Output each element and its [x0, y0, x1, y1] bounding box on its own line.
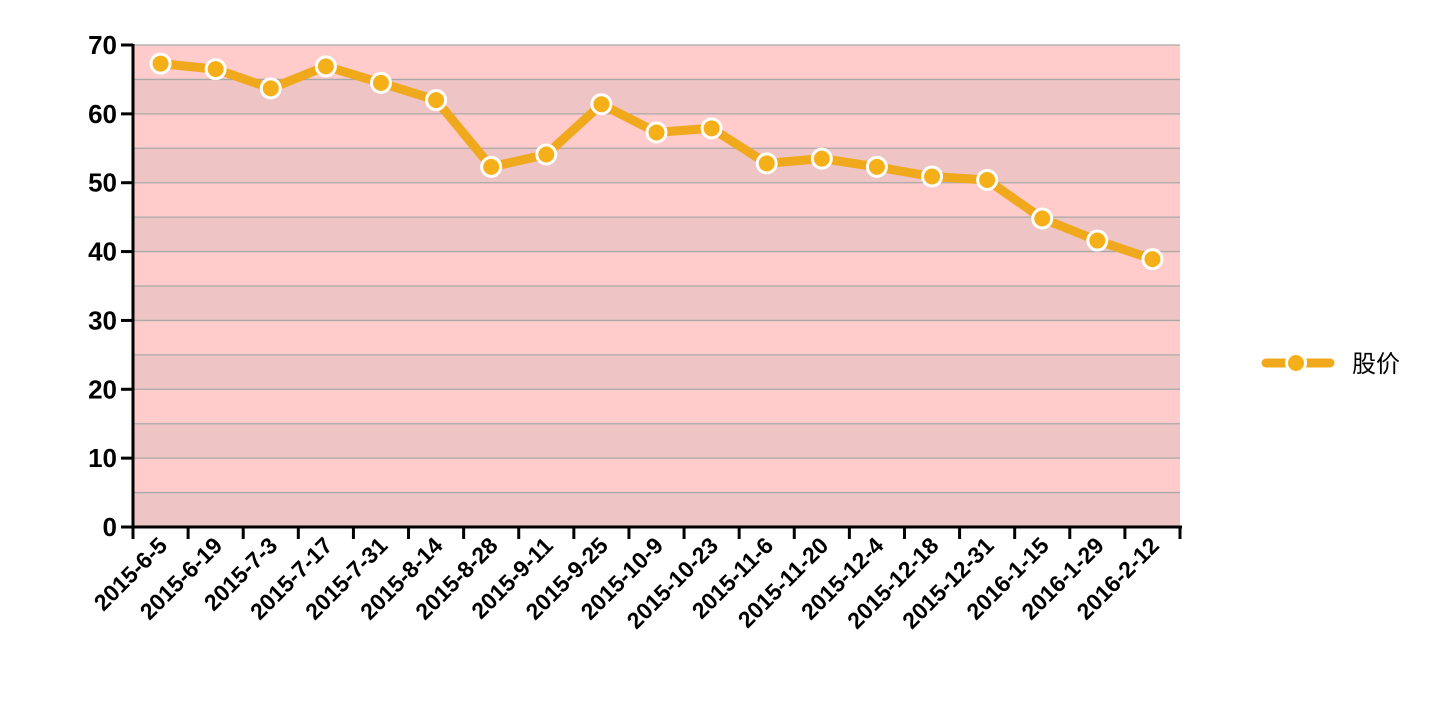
data-point [369, 71, 392, 94]
legend-swatch-marker [1285, 352, 1307, 374]
data-point [1086, 229, 1109, 252]
plot-band [133, 354, 1180, 390]
data-point [976, 168, 999, 191]
data-point [590, 93, 613, 116]
y-tick-label: 0 [103, 512, 117, 542]
plot-band [133, 251, 1180, 286]
data-point [1031, 207, 1054, 230]
data-point [480, 155, 503, 178]
plot-band [133, 45, 1180, 80]
legend-label: 股价 [1352, 350, 1400, 378]
axes [131, 44, 1182, 529]
y-tick-label: 10 [88, 443, 117, 473]
data-point [425, 89, 448, 112]
plot-band [133, 217, 1180, 252]
legend[interactable]: 股价 [1261, 350, 1400, 378]
plot-band [133, 423, 1180, 459]
data-point [810, 147, 833, 170]
data-point [921, 165, 944, 188]
data-point [645, 121, 668, 144]
plot-band [133, 389, 1180, 424]
plot-band [133, 458, 1180, 493]
plot-band [133, 79, 1180, 114]
y-tick-label: 50 [88, 168, 117, 198]
y-tick-label: 40 [88, 237, 117, 267]
plot-background [133, 45, 1180, 527]
y-tick-label: 30 [88, 305, 117, 335]
y-tick-label: 60 [88, 99, 117, 129]
y-tick-label: 70 [88, 30, 117, 60]
data-point [1141, 248, 1164, 271]
plot-band [133, 148, 1180, 183]
plot-band [133, 320, 1180, 355]
data-point [149, 52, 172, 75]
y-axis-ticks: 0 10 20 30 40 50 60 70 [88, 30, 133, 542]
gridlines [133, 44, 1180, 494]
plot-band [133, 492, 1180, 527]
plot-band [133, 286, 1180, 321]
x-axis-ticks: 2015-6-52015-6-192015-7-32015-7-172015-7… [89, 527, 1182, 634]
series-layer [149, 52, 1164, 271]
y-tick-label: 20 [88, 374, 117, 404]
data-point [314, 55, 337, 78]
data-point [700, 117, 723, 140]
data-point [535, 143, 558, 166]
data-point [259, 77, 282, 100]
data-point [755, 152, 778, 175]
data-point [204, 58, 227, 81]
data-point [865, 155, 888, 178]
